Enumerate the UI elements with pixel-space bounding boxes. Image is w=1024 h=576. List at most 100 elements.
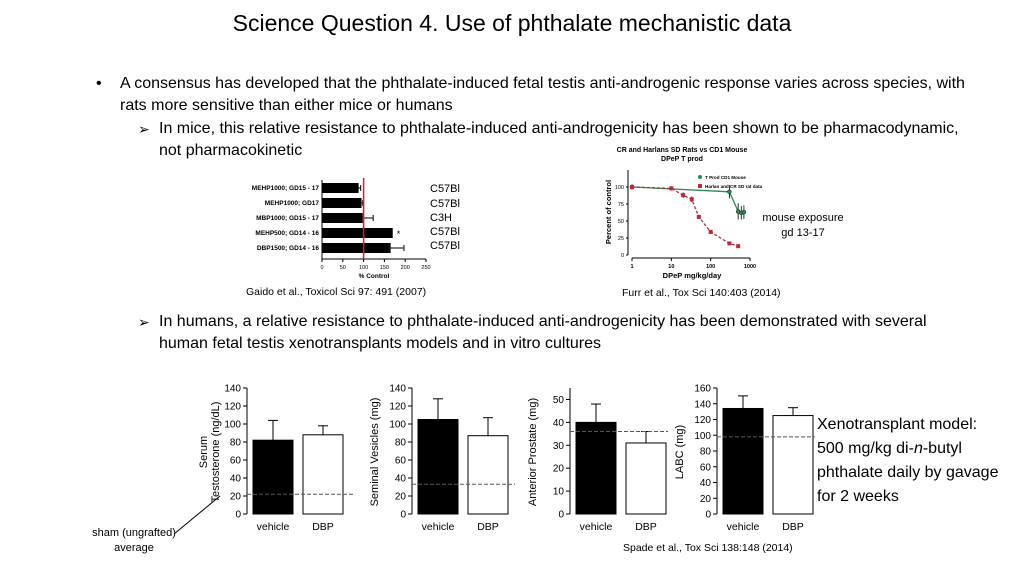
data-point <box>681 193 686 198</box>
y-tick-label: 0 <box>558 510 564 521</box>
y-tick-label: 120 <box>389 402 406 413</box>
sham-pointer-line <box>173 495 221 535</box>
significance-star: * <box>397 229 401 239</box>
y-axis-label: Testosterone (ng/dL) <box>210 402 222 503</box>
y-tick-label: 0 <box>235 510 241 521</box>
bar <box>467 435 509 515</box>
y-tick-label: 20 <box>230 492 242 503</box>
xeno-text-2: -butyl phthalate daily by gavage for 2 w… <box>817 440 999 505</box>
slide-title: Science Question 4. Use of phthalate mec… <box>232 10 792 36</box>
bullet-consensus: A consensus has developed that the phtha… <box>120 75 965 114</box>
category-label: MEHP1000; GD15 - 17 <box>252 185 320 192</box>
data-point <box>708 229 713 234</box>
legend-marker <box>698 184 702 188</box>
sub-bullet-humans: In humans, a relative resistance to phth… <box>159 313 927 352</box>
x-tick-label: 50 <box>340 265 346 271</box>
y-tick-label: 30 <box>553 441 565 452</box>
sham-label: sham (ungrafted) average <box>92 527 176 554</box>
y-tick-label: 140 <box>694 399 711 410</box>
y-tick-label: 80 <box>700 447 712 458</box>
bar <box>302 434 344 515</box>
x-tick-label: 200 <box>401 265 410 271</box>
data-point <box>689 197 694 202</box>
xeno-text-1: Xenotransplant model: 500 mg/kg di- <box>817 416 978 457</box>
y-tick-label: 20 <box>395 492 407 503</box>
y-tick-label: 0 <box>400 510 406 521</box>
strain-label: C57Bl <box>430 198 460 210</box>
x-tick-label: DBP <box>782 521 804 533</box>
y-tick-label: 120 <box>694 415 711 426</box>
category-label: DBP1500; GD14 - 16 <box>257 245 320 252</box>
bar <box>772 415 814 515</box>
category-label: MEHP500; GD14 - 16 <box>255 230 319 237</box>
y-tick-label: 40 <box>700 478 712 489</box>
y-tick-label: 40 <box>553 418 565 429</box>
y-tick-label: 80 <box>230 438 242 449</box>
y-axis-label: Percent of control <box>604 180 613 244</box>
y-tick-label: 100 <box>224 420 241 431</box>
bar <box>322 228 393 238</box>
x-tick-label: 250 <box>421 265 430 271</box>
x-tick-label: 100 <box>359 265 368 271</box>
gaido-citation: Gaido et al., Toxicol Sci 97: 491 (2007) <box>246 286 427 298</box>
x-tick-label: 150 <box>380 265 389 271</box>
y-tick-label: 10 <box>553 487 565 498</box>
y-tick-label: 0 <box>621 253 624 259</box>
y-tick-label: 50 <box>618 219 624 225</box>
x-tick-label: DBP <box>477 521 499 533</box>
x-tick-label: 1 <box>630 264 633 270</box>
y-tick-label: 60 <box>230 456 242 467</box>
y-axis-label: Seminal Vesicles (mg) <box>369 398 381 507</box>
mouse-exposure-note: mouse exposure gd 13-17 <box>762 212 844 239</box>
y-tick-label: 40 <box>395 474 407 485</box>
x-axis-label: DPeP mg/kg/day <box>663 271 722 280</box>
category-label: MEHP1000; GD17 <box>265 200 320 207</box>
x-tick-label: 10 <box>668 264 674 270</box>
legend-label: Harlan and CR SD rat data <box>705 184 763 189</box>
anterior-prostate-chart: 0 10 20 30 40 50 vehicle DBP Anterior Prostate (… <box>527 388 668 533</box>
y-tick-label: 40 <box>230 474 242 485</box>
x-tick-label: DBP <box>312 521 334 533</box>
y-tick-label: 60 <box>700 462 712 473</box>
labc-chart: 0 20 40 60 80 100 120 140 160 vehicle DBP LABC (mg) <box>674 384 815 533</box>
bar <box>322 243 391 253</box>
category-label: MBP1000; GD15 - 17 <box>256 215 319 222</box>
strain-label: C57Bl <box>430 183 460 195</box>
y-tick-label: 20 <box>553 464 565 475</box>
x-tick-label: vehicle <box>727 521 760 533</box>
bar <box>625 442 667 515</box>
data-point <box>727 189 732 194</box>
furr-dose-response-chart: CR and Harlans SD Rats vs CD1 Mouse DPeP … <box>604 147 763 280</box>
legend-marker <box>698 175 702 179</box>
chart-subtitle: DPeP T prod <box>661 156 703 163</box>
data-point <box>696 214 701 219</box>
y-axis-label: Anterior Prostate (mg) <box>527 398 539 506</box>
bar <box>722 407 764 515</box>
bar <box>322 183 359 193</box>
sub-bullet-arrow-icon: ➢ <box>138 314 150 330</box>
x-tick-label: DBP <box>635 521 657 533</box>
spade-citation: Spade et al., Tox Sci 138:148 (2014) <box>623 542 793 554</box>
strain-label: C57Bl <box>430 240 460 252</box>
seminal-vesicles-chart: 0 20 40 60 80 100 120 140 vehicle DBP Seminal Vesi… <box>369 384 515 533</box>
sub-bullet-mice: In mice, this relative resistance to pht… <box>159 120 959 159</box>
y-tick-label: 20 <box>700 494 712 505</box>
data-point <box>727 241 732 246</box>
bar <box>252 439 294 515</box>
legend-label: T Prod CD1 Mouse <box>705 175 746 180</box>
gaido-bar-chart: MEHP1000; GD15 - 17 MEHP1000; GD17 MBP1000… <box>252 178 431 280</box>
sub-bullet-arrow-icon: ➢ <box>138 121 150 137</box>
y-tick-label: 100 <box>389 420 406 431</box>
bar <box>322 198 362 208</box>
bar <box>322 213 363 223</box>
xenotransplant-note: Xenotransplant model: 500 mg/kg di-n-but… <box>817 413 1007 509</box>
y-tick-label: 75 <box>618 202 624 208</box>
y-tick-label: 80 <box>395 438 407 449</box>
serum-testosterone-chart: 0 20 40 60 80 100 120 140 vehicle DBP Serum Testost… <box>198 384 353 533</box>
bar <box>575 421 617 515</box>
x-tick-label: 100 <box>706 264 715 270</box>
y-axis-label: Serum <box>198 436 210 468</box>
furr-citation: Furr et al., Tox Sci 140:403 (2014) <box>622 287 781 299</box>
y-axis-label: LABC (mg) <box>674 425 686 479</box>
data-point <box>630 185 634 189</box>
